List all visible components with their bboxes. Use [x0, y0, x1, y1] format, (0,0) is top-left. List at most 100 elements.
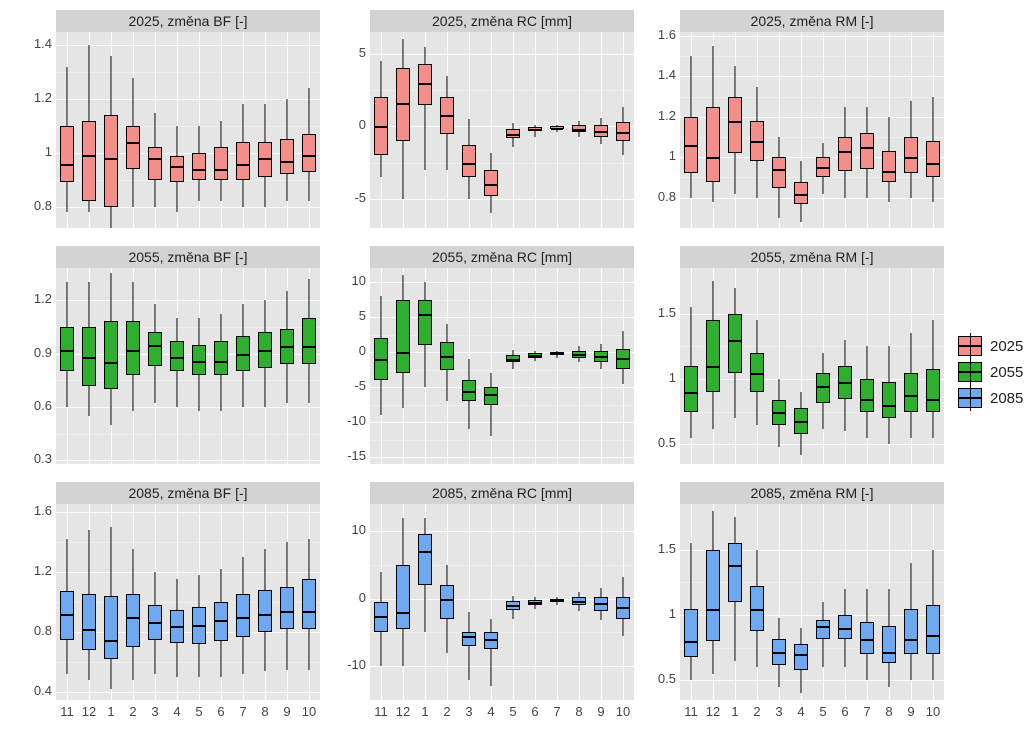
panel-2-2 — [680, 504, 944, 700]
boxplot-box — [192, 345, 206, 375]
boxplot-box — [374, 338, 388, 380]
panel-2-0 — [56, 504, 320, 700]
boxplot-box — [214, 147, 228, 179]
boxplot-box — [684, 609, 698, 657]
y-tick-label: 1.5 — [636, 541, 676, 556]
boxplot-box — [772, 639, 786, 665]
boxplot-box — [816, 620, 830, 638]
x-tick-label: 9 — [597, 704, 604, 719]
boxplot-box — [236, 142, 250, 180]
boxplot-box — [280, 587, 294, 629]
boxplot-box — [214, 602, 228, 641]
boxplot-box — [506, 601, 520, 610]
y-tick-label: 0.5 — [636, 435, 676, 450]
boxplot-box — [126, 321, 140, 374]
x-tick-label: 1 — [731, 704, 738, 719]
boxplot-box — [506, 355, 520, 363]
y-tick-label: 10 — [326, 522, 366, 537]
x-tick-label: 11 — [60, 704, 74, 719]
boxplot-box — [528, 127, 542, 131]
boxplot-box — [860, 622, 874, 655]
boxplot-box — [192, 607, 206, 645]
boxplot-box — [550, 352, 564, 355]
y-tick-label: 1.2 — [636, 108, 676, 123]
y-tick-label: 1 — [636, 606, 676, 621]
x-tick-label: 10 — [302, 704, 316, 719]
boxplot-box — [418, 300, 432, 346]
x-tick-label: 1 — [107, 704, 114, 719]
boxplot-box — [60, 327, 74, 372]
y-tick-label: 1.4 — [12, 36, 52, 51]
y-tick-label: 0.8 — [12, 198, 52, 213]
y-tick-label: 1 — [636, 370, 676, 385]
boxplot-box — [258, 332, 272, 368]
facet-strip: 2055, změna RC [mm] — [370, 246, 634, 269]
boxplot-box — [484, 387, 498, 405]
panel-1-0 — [56, 268, 320, 464]
boxplot-box — [684, 366, 698, 412]
y-tick-label: 1.6 — [636, 27, 676, 42]
x-tick-label: 4 — [487, 704, 494, 719]
boxplot-box — [374, 602, 388, 632]
boxplot-box — [550, 599, 564, 602]
boxplot-box — [816, 373, 830, 403]
boxplot-box — [302, 318, 316, 364]
x-tick-label: 9 — [907, 704, 914, 719]
x-tick-label: 12 — [396, 704, 410, 719]
boxplot-box — [794, 408, 808, 434]
y-tick-label: -10 — [326, 657, 366, 672]
boxplot-box — [462, 380, 476, 401]
boxplot-box — [882, 151, 896, 181]
boxplot-box — [82, 121, 96, 202]
panel-1-2 — [680, 268, 944, 464]
boxplot-box — [170, 156, 184, 183]
boxplot-box — [616, 597, 630, 619]
y-tick-label: 0.5 — [636, 671, 676, 686]
y-tick-label: 0.9 — [12, 345, 52, 360]
y-tick-label: 1.2 — [12, 291, 52, 306]
y-tick-label: 0.6 — [12, 398, 52, 413]
y-tick-label: 5 — [326, 45, 366, 60]
boxplot-box — [104, 321, 118, 389]
y-tick-label: 0.4 — [12, 683, 52, 698]
x-tick-label: 11 — [684, 704, 698, 719]
y-tick-label: 1.2 — [12, 90, 52, 105]
boxplot-box — [462, 145, 476, 177]
boxplot-box — [728, 314, 742, 373]
boxplot-box — [750, 353, 764, 392]
y-tick-label: 1.5 — [636, 305, 676, 320]
boxplot-box — [302, 579, 316, 629]
x-tick-label: 3 — [465, 704, 472, 719]
boxplot-box — [684, 117, 698, 174]
x-tick-label: 10 — [926, 704, 940, 719]
facet-strip: 2055, změna RM [-] — [680, 246, 944, 269]
y-tick-label: 10 — [326, 273, 366, 288]
facet-strip: 2055, změna BF [-] — [56, 246, 320, 269]
boxplot-box — [772, 157, 786, 187]
legend-item-2085: 2085 — [958, 388, 1023, 408]
legend-item-2055: 2055 — [958, 362, 1023, 382]
boxplot-box — [528, 353, 542, 357]
x-tick-label: 2 — [443, 704, 450, 719]
boxplot-box — [926, 369, 940, 412]
y-tick-label: 0.3 — [12, 451, 52, 466]
chart-grid: 2025, změna BF [-] 0.8 1 1.2 1.4 2025, změna … — [0, 0, 1024, 737]
boxplot-box — [572, 351, 586, 358]
facet-strip: 2025, změna RC [mm] — [370, 10, 634, 33]
boxplot-box — [82, 594, 96, 650]
boxplot-box — [82, 327, 96, 386]
boxplot-box — [236, 336, 250, 372]
boxplot-box — [418, 64, 432, 105]
boxplot-box — [484, 170, 498, 196]
legend: 202520552085 — [958, 330, 1023, 414]
boxplot-box — [860, 133, 874, 169]
boxplot-box — [280, 329, 294, 365]
boxplot-box — [60, 126, 74, 182]
boxplot-box — [772, 400, 786, 425]
x-tick-label: 4 — [797, 704, 804, 719]
facet-strip: 2025, změna BF [-] — [56, 10, 320, 33]
boxplot-box — [528, 600, 542, 605]
x-tick-label: 1 — [421, 704, 428, 719]
x-tick-label: 7 — [863, 704, 870, 719]
facet-strip: 2085, změna BF [-] — [56, 482, 320, 505]
